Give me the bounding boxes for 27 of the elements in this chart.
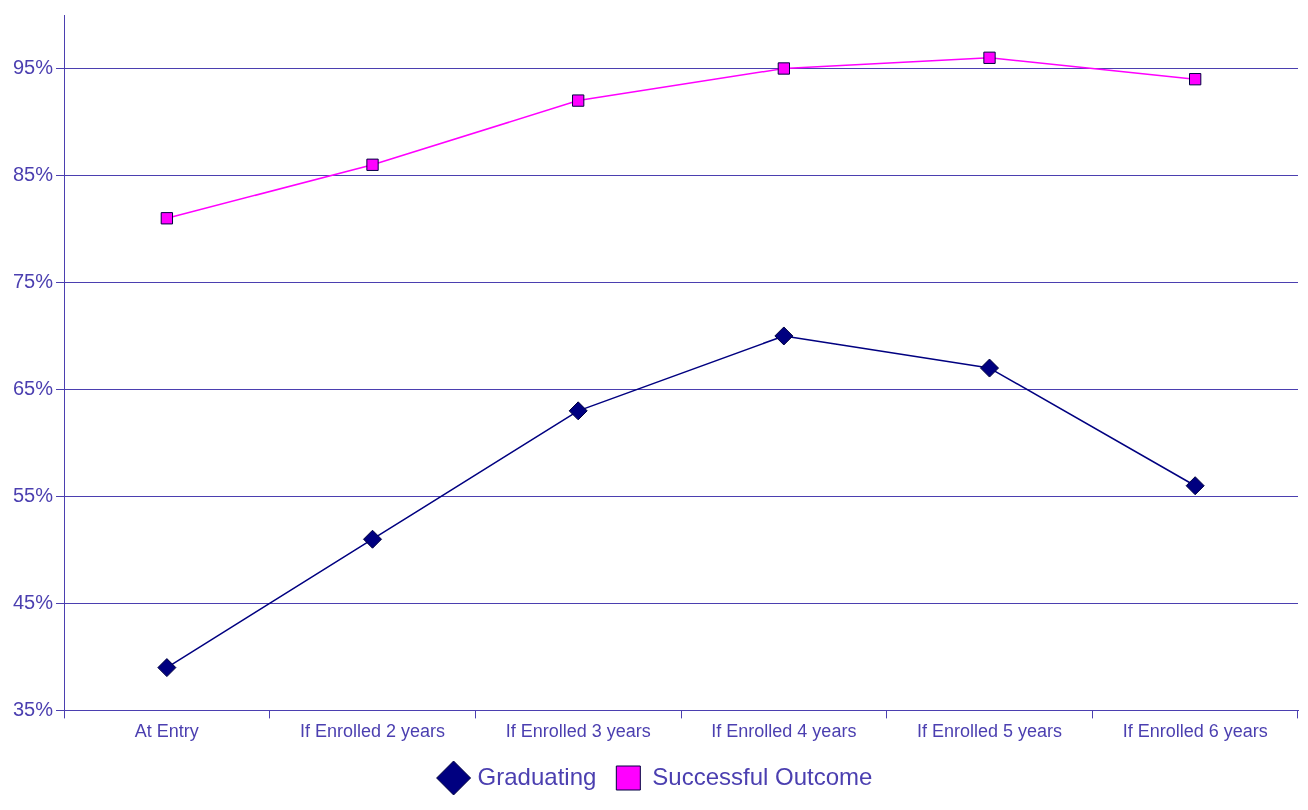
- y-tick-label: 75%: [13, 269, 54, 292]
- point: [363, 529, 383, 549]
- point: [366, 158, 379, 171]
- y-tick-label: 55%: [13, 483, 54, 506]
- y-tick-label: 35%: [13, 697, 54, 720]
- x-tick-label: If Enrolled 5 years: [916, 721, 1063, 742]
- point: [160, 212, 174, 225]
- point: [1185, 476, 1205, 496]
- x-tick-label: At Entry: [134, 721, 199, 742]
- x-tick-label: If Enrolled 2 years: [299, 721, 446, 742]
- x-tick-label: If Enrolled 4 years: [711, 721, 857, 742]
- y-tick-label: 65%: [13, 376, 54, 399]
- point: [157, 658, 177, 678]
- point: [777, 62, 790, 75]
- point: [983, 51, 996, 64]
- point: [572, 94, 585, 107]
- point: [568, 401, 588, 421]
- point: [774, 326, 794, 346]
- x-tick-label: If Enrolled 6 years: [1122, 721, 1268, 742]
- point: [980, 358, 1000, 378]
- y-tick-label: 95%: [13, 56, 54, 79]
- y-tick-label: 85%: [13, 162, 54, 185]
- x-tick-label: If Enrolled 3 years: [505, 721, 651, 742]
- legend-label: Graduating: [477, 762, 597, 790]
- point: [1189, 73, 1202, 86]
- legend-label: Successful Outcome: [652, 762, 873, 790]
- y-tick-label: 45%: [13, 590, 54, 613]
